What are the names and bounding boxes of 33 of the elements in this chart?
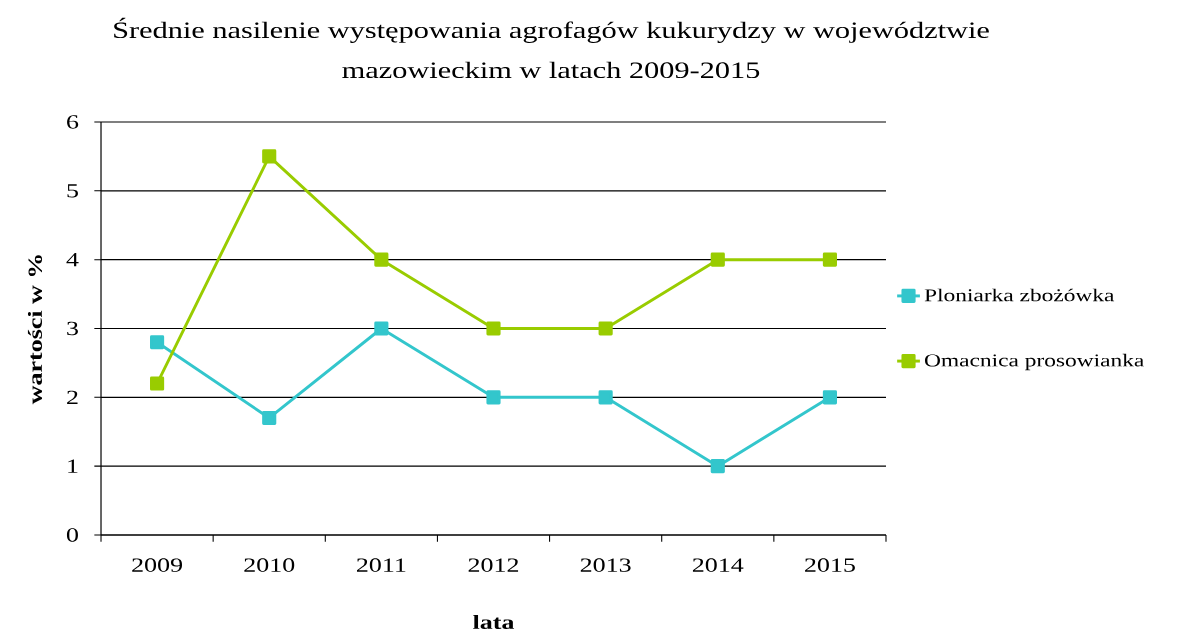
x-axis-title: lata <box>473 614 515 630</box>
point <box>262 149 277 164</box>
x-tick-label: 2011 <box>356 558 406 572</box>
point <box>822 252 837 267</box>
x-tick-label: 2010 <box>244 558 295 572</box>
chart-title: Średnie nasilenie występowania agrofagów kukurydzy w województwie mazowieckim w latach 2009-2015 <box>114 17 989 79</box>
y-tick-label: 0 <box>66 528 78 542</box>
point <box>710 252 725 267</box>
point <box>262 410 277 426</box>
x-tick-label: 2013 <box>580 558 631 572</box>
legend-label: Omacnica prosowianka <box>925 353 1144 371</box>
y-tick-label: 6 <box>67 115 79 129</box>
y-tick-label: 4 <box>66 253 79 267</box>
point <box>374 321 389 336</box>
y-axis-title: wartości w % <box>27 255 43 405</box>
x-tick-label: 2015 <box>805 558 855 572</box>
x-tick-label: 2009 <box>132 558 183 572</box>
x-tick-label: 2012 <box>468 558 519 572</box>
point <box>374 252 389 267</box>
point <box>710 459 725 474</box>
x-tick-label: 2014 <box>692 558 744 572</box>
point <box>486 390 501 405</box>
point <box>598 390 613 405</box>
point <box>150 376 165 391</box>
y-tick-label: 2 <box>67 390 78 404</box>
legend-label: Ploniarka zbożówka <box>924 288 1115 302</box>
point <box>598 321 613 336</box>
point <box>486 321 501 336</box>
y-tick-label: 1 <box>68 459 78 473</box>
y-tick-label: 3 <box>67 321 78 336</box>
point <box>822 390 837 405</box>
point <box>150 335 165 350</box>
y-tick-label: 5 <box>67 184 78 198</box>
